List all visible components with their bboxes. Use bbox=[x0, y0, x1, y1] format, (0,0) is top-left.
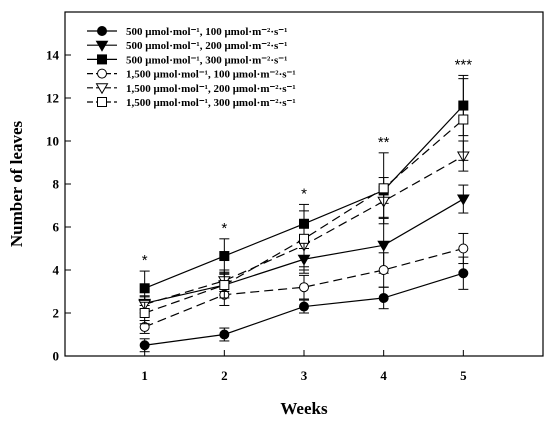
marker-circle bbox=[299, 301, 309, 312]
y-tick-label: 14 bbox=[46, 48, 60, 63]
marker-triangle-down bbox=[456, 194, 470, 206]
marker-circle bbox=[458, 268, 469, 279]
marker-circle bbox=[97, 26, 107, 36]
legend: 500 μmol·mol⁻¹, 100 μmol·m⁻²·s⁻¹ 500 μmol… bbox=[87, 26, 296, 109]
y-tick-label: 10 bbox=[46, 134, 59, 149]
x-tick-label: 2 bbox=[221, 368, 228, 383]
marker-circle bbox=[378, 292, 389, 303]
significance-markers: ******** bbox=[142, 56, 473, 269]
marker-square bbox=[139, 308, 150, 318]
marker-square bbox=[378, 183, 389, 194]
marker-circle bbox=[97, 68, 107, 79]
x-tick-label: 1 bbox=[141, 368, 148, 383]
marker-square bbox=[219, 280, 230, 291]
legend-item: 1,500 μmol·mol⁻¹, 200 μmol·m⁻²·s⁻¹ bbox=[87, 83, 296, 95]
marker-square bbox=[97, 54, 107, 65]
marker-circle bbox=[299, 282, 309, 293]
marker-square bbox=[97, 97, 107, 107]
x-axis: 1 2 3 4 5 bbox=[141, 350, 467, 383]
y-tick-label: 2 bbox=[53, 306, 60, 321]
legend-label: 500 μmol·mol⁻¹, 100 μmol·m⁻²·s⁻¹ bbox=[126, 26, 287, 38]
marker-circle bbox=[219, 329, 230, 340]
marker-square bbox=[139, 283, 150, 294]
series-line bbox=[144, 247, 464, 328]
legend-label: 1,500 μmol·mol⁻¹, 200 μmol·m⁻²·s⁻¹ bbox=[126, 83, 296, 95]
legend-label: 1,500 μmol·mol⁻¹, 300 μmol·m⁻²·s⁻¹ bbox=[126, 97, 296, 109]
x-axis-title: Weeks bbox=[280, 399, 328, 418]
series-4 bbox=[139, 232, 469, 334]
marker-triangle-down bbox=[95, 83, 109, 95]
marker-triangle-down bbox=[377, 240, 391, 252]
x-tick-label: 5 bbox=[460, 368, 467, 383]
y-axis-title: Number of leaves bbox=[7, 121, 26, 248]
legend-item: 500 μmol·mol⁻¹, 300 μmol·m⁻²·s⁻¹ bbox=[87, 54, 287, 66]
significance-label: *** bbox=[455, 56, 473, 73]
x-tick-label: 4 bbox=[380, 368, 387, 383]
marker-circle bbox=[139, 340, 150, 351]
y-tick-label: 4 bbox=[53, 263, 60, 278]
y-tick-label: 6 bbox=[53, 220, 60, 235]
significance-label: * bbox=[221, 220, 227, 237]
series-6 bbox=[139, 78, 469, 325]
marker-circle bbox=[378, 265, 389, 275]
series-layer bbox=[138, 74, 470, 353]
marker-square bbox=[299, 233, 309, 244]
legend-item: 500 μmol·mol⁻¹, 200 μmol·m⁻²·s⁻¹ bbox=[87, 40, 287, 52]
legend-label: 500 μmol·mol⁻¹, 200 μmol·m⁻²·s⁻¹ bbox=[126, 40, 287, 52]
marker-triangle-down bbox=[95, 40, 109, 52]
y-tick-label: 12 bbox=[46, 91, 59, 106]
series-1 bbox=[139, 256, 469, 353]
legend-item: 500 μmol·mol⁻¹, 100 μmol·m⁻²·s⁻¹ bbox=[87, 26, 287, 38]
marker-square bbox=[458, 114, 469, 125]
y-tick-label: 0 bbox=[53, 349, 60, 364]
marker-square bbox=[219, 251, 230, 262]
significance-label: * bbox=[142, 252, 148, 269]
x-tick-label: 3 bbox=[301, 368, 308, 383]
significance-label: * bbox=[301, 185, 307, 202]
y-tick-label: 8 bbox=[53, 177, 60, 192]
significance-label: ** bbox=[378, 134, 390, 151]
legend-label: 1,500 μmol·mol⁻¹, 100 μmol·m⁻²·s⁻¹ bbox=[126, 69, 296, 81]
legend-item: 1,500 μmol·mol⁻¹, 300 μmol·m⁻²·s⁻¹ bbox=[87, 97, 296, 109]
legend-item: 1,500 μmol·mol⁻¹, 100 μmol·m⁻²·s⁻¹ bbox=[87, 68, 296, 81]
legend-label: 500 μmol·mol⁻¹, 300 μmol·m⁻²·s⁻¹ bbox=[126, 54, 287, 66]
marker-circle bbox=[458, 243, 469, 254]
y-axis: 0 2 4 6 8 10 12 14 bbox=[46, 48, 71, 364]
